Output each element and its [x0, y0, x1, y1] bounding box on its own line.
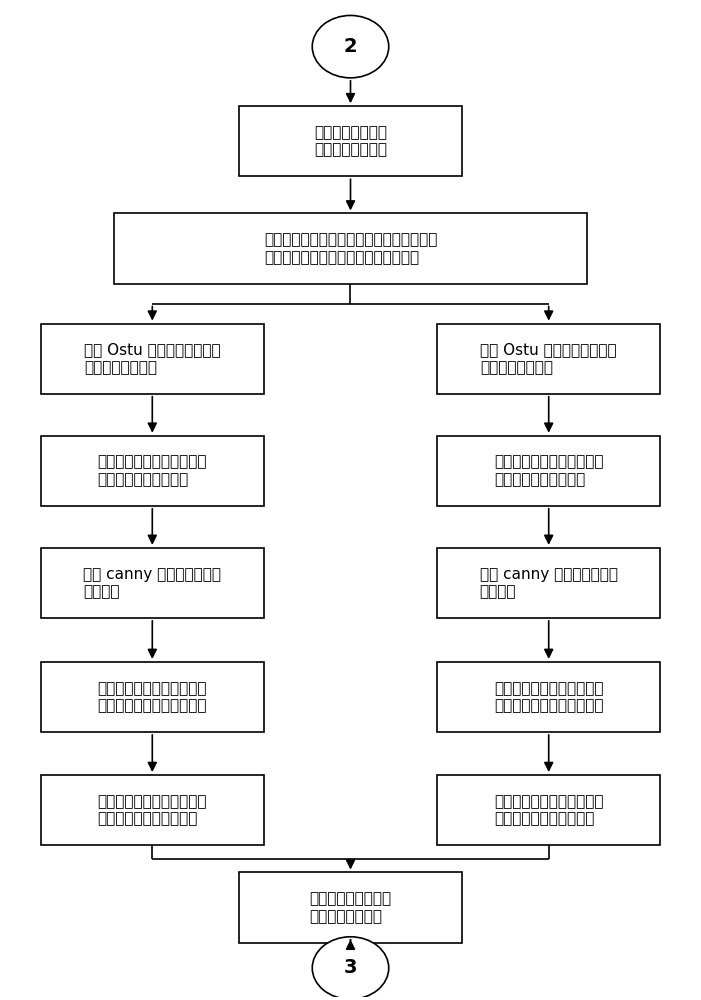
Bar — [437, 324, 660, 394]
Bar — [437, 436, 660, 506]
Bar — [41, 548, 264, 618]
Bar — [41, 662, 264, 732]
Bar — [239, 872, 462, 943]
Text: 在虹膜中心连线上，以虹膜中心距离的一定
比例设定左右内眼角点的矩形搜索范围: 在虹膜中心连线上，以虹膜中心距离的一定 比例设定左右内眼角点的矩形搜索范围 — [264, 232, 437, 265]
Bar — [41, 775, 264, 845]
Bar — [114, 213, 587, 284]
Text: 根据虹膜中心连线
进行人脸倾斜矫正: 根据虹膜中心连线 进行人脸倾斜矫正 — [314, 125, 387, 157]
Text: 利用肤色掩模去掉肤色范围
内的边缘，获得内眼角边缘: 利用肤色掩模去掉肤色范围 内的边缘，获得内眼角边缘 — [97, 681, 207, 713]
Ellipse shape — [312, 937, 389, 999]
Bar — [41, 324, 264, 394]
Text: 利用肤色掩模去掉肤色范围
内的边缘，获得内眼角边缘: 利用肤色掩模去掉肤色范围 内的边缘，获得内眼角边缘 — [494, 681, 604, 713]
Text: 利用 canny 算子检测内眼角
区域边缘: 利用 canny 算子检测内眼角 区域边缘 — [479, 567, 618, 599]
Bar — [437, 662, 660, 732]
Text: 采用流水填充法将肤色与右
眼分离并获得肤色掩模: 采用流水填充法将肤色与右 眼分离并获得肤色掩模 — [97, 455, 207, 487]
Bar — [239, 106, 462, 176]
Bar — [437, 775, 660, 845]
Text: 从上到下、右从到左的第一
个边缘点即为左眼内眼角: 从上到下、右从到左的第一 个边缘点即为左眼内眼角 — [494, 794, 604, 826]
Bar — [437, 548, 660, 618]
Text: 采用 Ostu 算法获取左内眼角
搜索区域分割阈值: 采用 Ostu 算法获取左内眼角 搜索区域分割阈值 — [480, 342, 617, 375]
Text: 采用流水填充法将肤色与左
眼分离并获得肤色掩模: 采用流水填充法将肤色与左 眼分离并获得肤色掩模 — [494, 455, 604, 487]
Text: 计算内眼角距离作为
三庭五眼中的眼宽: 计算内眼角距离作为 三庭五眼中的眼宽 — [309, 891, 392, 924]
Text: 2: 2 — [343, 37, 358, 56]
Bar — [41, 436, 264, 506]
Text: 利用 canny 算子检测内眼角
区域边缘: 利用 canny 算子检测内眼角 区域边缘 — [83, 567, 222, 599]
Ellipse shape — [312, 15, 389, 78]
Text: 3: 3 — [343, 958, 358, 977]
Text: 采用 Ostu 算法获取右内眼角
搜索区域分割阈值: 采用 Ostu 算法获取右内眼角 搜索区域分割阈值 — [84, 342, 221, 375]
Text: 从上到下、从左到右的第一
个边缘点即为右眼内眼角: 从上到下、从左到右的第一 个边缘点即为右眼内眼角 — [97, 794, 207, 826]
